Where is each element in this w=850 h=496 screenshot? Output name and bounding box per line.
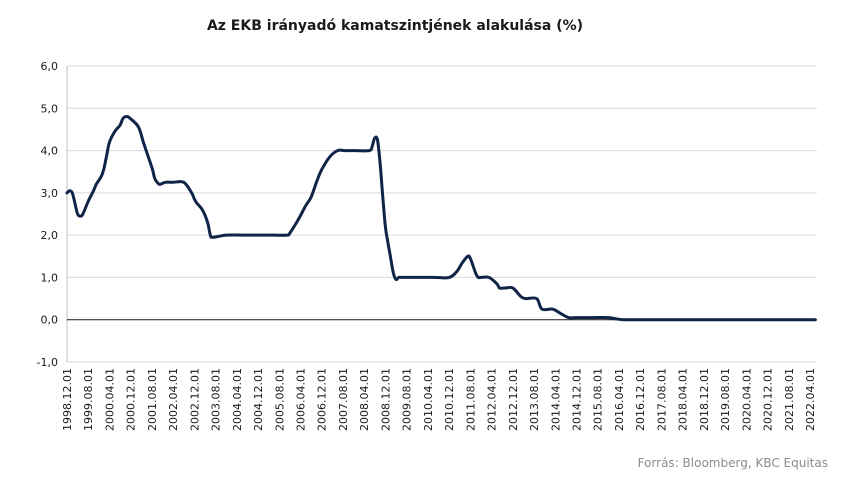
x-tick-label: 2006.04.01 (295, 368, 308, 431)
x-tick-label: 2012.12.01 (507, 368, 520, 431)
chart-title: Az EKB irányadó kamatszintjének alakulás… (206, 18, 584, 34)
x-tick-label: 2001.08.01 (146, 368, 159, 431)
x-tick-label: 2010.04.01 (422, 368, 435, 431)
x-tick-label: 1999.08.01 (82, 368, 95, 431)
x-axis-ticks: 1998.12.01 1999.08.01 2000.04.01 2000.12.01… (61, 368, 817, 431)
x-tick-label: 2016.04.01 (613, 368, 626, 431)
x-tick-label: 2013.08.01 (528, 368, 541, 431)
x-tick-label: 2020.12.01 (762, 368, 775, 431)
y-axis-ticks: -1,0 0,0 1,0 2,0 3,0 4,0 5,0 6,0 (37, 60, 58, 369)
y-tick-label: 2,0 (41, 229, 59, 242)
y-tick-label: 4,0 (41, 145, 59, 158)
gridlines (67, 65, 817, 363)
x-tick-label: 2006.12.01 (316, 368, 329, 431)
x-tick-label: 2020.04.01 (740, 368, 753, 431)
x-tick-label: 2002.12.01 (188, 368, 201, 431)
y-tick-label: 6,0 (41, 60, 59, 73)
x-tick-label: 2014.12.01 (570, 368, 583, 431)
x-tick-label: 2019.08.01 (719, 368, 732, 431)
y-tick-label: -1,0 (37, 356, 58, 369)
y-tick-label: 0,0 (41, 314, 59, 327)
x-tick-label: 2018.04.01 (677, 368, 690, 431)
x-tick-label: 2021.08.01 (783, 368, 796, 431)
x-tick-label: 2009.08.01 (401, 368, 414, 431)
x-tick-label: 2000.04.01 (103, 368, 116, 431)
x-tick-label: 2012.04.01 (486, 368, 499, 431)
x-tick-label: 2004.04.01 (231, 368, 244, 431)
x-tick-label: 2011.08.01 (464, 368, 477, 431)
y-tick-label: 3,0 (41, 187, 59, 200)
y-tick-label: 5,0 (41, 102, 59, 115)
x-tick-label: 2022.04.01 (804, 368, 817, 431)
x-tick-label: 2018.12.01 (698, 368, 711, 431)
x-tick-label: 2015.08.01 (592, 368, 605, 431)
x-tick-label: 2003.08.01 (210, 368, 223, 431)
x-tick-label: 2002.04.01 (167, 368, 180, 431)
x-tick-label: 2010.12.01 (443, 368, 456, 431)
x-tick-label: 2014.04.01 (549, 368, 562, 431)
x-tick-label: 2007.08.01 (337, 368, 350, 431)
source-note: Forrás: Bloomberg, KBC Equitas (637, 456, 828, 470)
y-tick-label: 1,0 (41, 271, 59, 284)
x-tick-label: 2004.12.01 (252, 368, 265, 431)
x-tick-label: 2008.04.01 (358, 368, 371, 431)
series-line-ecb-rate (65, 114, 817, 322)
x-tick-label: 2008.12.01 (379, 368, 392, 431)
x-tick-label: 2005.08.01 (273, 368, 286, 431)
x-tick-label: 2000.12.01 (125, 368, 138, 431)
x-tick-label: 2017.08.01 (655, 368, 668, 431)
x-tick-label: 2016.12.01 (634, 368, 647, 431)
x-tick-label: 1998.12.01 (61, 368, 74, 431)
